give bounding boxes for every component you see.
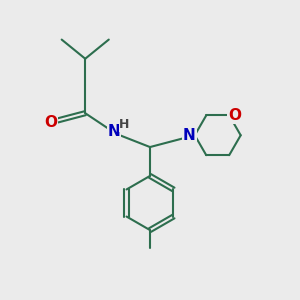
Text: N: N bbox=[183, 128, 196, 143]
Text: O: O bbox=[44, 115, 57, 130]
Text: N: N bbox=[107, 124, 120, 139]
Text: O: O bbox=[228, 108, 241, 123]
Text: H: H bbox=[119, 118, 130, 131]
